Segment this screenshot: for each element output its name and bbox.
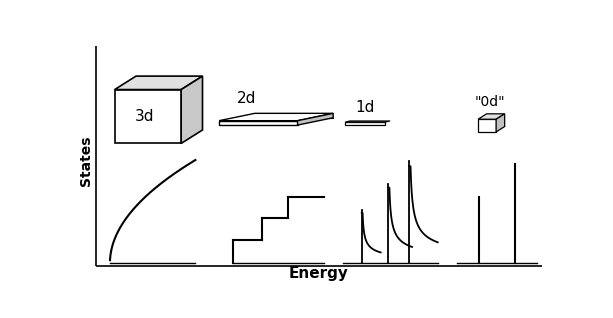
Text: "0d": "0d": [474, 95, 505, 109]
Polygon shape: [219, 113, 333, 121]
Polygon shape: [115, 76, 202, 90]
Text: 1d: 1d: [356, 100, 375, 115]
Polygon shape: [297, 113, 333, 125]
Polygon shape: [219, 121, 297, 125]
Polygon shape: [345, 121, 390, 122]
Bar: [478, 119, 496, 132]
Text: 3d: 3d: [135, 109, 154, 124]
Polygon shape: [496, 114, 504, 132]
Polygon shape: [115, 90, 181, 143]
Bar: [345, 122, 386, 125]
Text: 2d: 2d: [237, 91, 256, 106]
Text: States: States: [79, 135, 93, 186]
Polygon shape: [181, 76, 202, 143]
Text: Energy: Energy: [289, 266, 349, 280]
Polygon shape: [478, 114, 504, 119]
